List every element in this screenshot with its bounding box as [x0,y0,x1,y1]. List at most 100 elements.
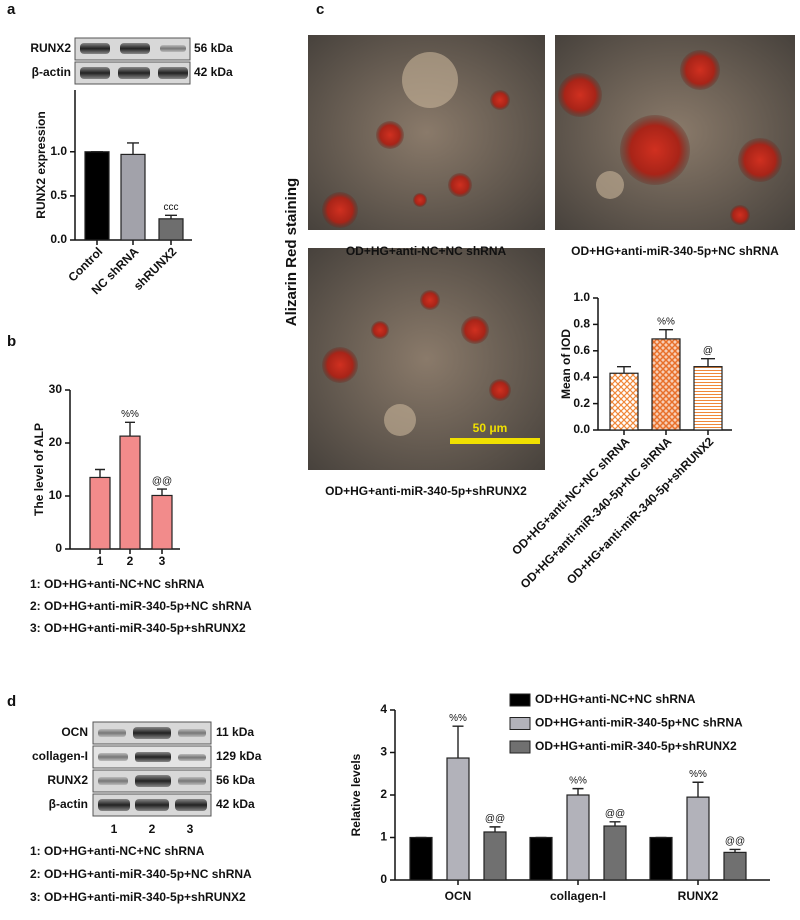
bar [84,151,110,241]
blot-a [74,37,191,85]
caption: OD+HG+anti-miR-340-5p+shRUNX2 [325,484,527,498]
y-tick-label: 0.0 [50,232,67,246]
error-bar [701,358,715,367]
blot-size: 56 kDa [216,773,255,787]
bar [409,836,433,881]
error-bar [157,488,167,496]
legend-text: OD+HG+anti-miR-340-5p+NC shRNA [535,716,743,730]
error-bar [165,214,177,219]
annotation: ccc [164,202,179,213]
side-label: Alizarin Red staining [283,178,300,326]
y-tick-label: 0 [380,872,387,886]
blot-d [92,721,212,817]
panel-label: a [7,1,16,18]
y-tick-label: 30 [49,382,63,396]
blot-row-label: β-actin [32,65,71,79]
bar [120,153,146,241]
bar [609,372,639,431]
scale-bar [450,438,540,444]
legend-text: 1: OD+HG+anti-NC+NC shRNA [30,844,205,858]
y-tick-label: 0 [55,541,62,555]
bar [158,218,184,241]
y-tick-label: 10 [49,488,63,502]
x-tick-label: OCN [445,889,472,903]
lane-label: 1 [111,822,118,836]
micrograph [308,35,545,230]
bar [119,435,141,550]
y-tick-label: 0.0 [573,422,590,436]
bar [151,494,173,550]
x-tick-label: OD+HG+anti-miR-340-5p+shRUNX2 [564,434,717,587]
legend-text: OD+HG+anti-NC+NC shRNA [535,692,696,706]
y-tick-label: 1.0 [573,290,590,304]
bar [723,851,747,881]
x-tick-label: collagen-I [550,889,606,903]
error-bar [692,781,704,798]
y-tick-label: 0.8 [573,317,590,331]
x-tick-label: RUNX2 [678,889,719,903]
blot-size: 129 kDa [216,749,262,763]
annotation: @ [703,345,713,356]
y-tick-label: 1 [380,830,387,844]
panel-label: d [7,693,16,710]
legend-text: OD+HG+anti-miR-340-5p+shRUNX2 [535,739,737,753]
error-bar [617,365,631,374]
y-axis-title: Relative levels [349,753,363,836]
bar [483,831,507,881]
bar [529,836,553,881]
bar [446,757,470,881]
blot-size: 11 kDa [216,725,254,739]
micrograph [555,35,795,230]
legend-text: 2: OD+HG+anti-miR-340-5p+NC shRNA [30,867,252,881]
y-axis-title: RUNX2 expression [34,111,48,218]
annotation: @@ [725,836,745,847]
panel-label: b [7,333,16,350]
lane-label: 2 [149,822,156,836]
error-bar [489,826,501,832]
annotation: @@ [605,808,625,819]
y-tick-label: 1.0 [50,144,67,158]
annotation: @@ [485,814,505,825]
x-tick-label: 2 [127,554,134,568]
caption: OD+HG+anti-miR-340-5p+NC shRNA [571,244,779,258]
annotation: %% [121,409,139,420]
y-tick-label: 3 [380,745,387,759]
y-tick-label: 20 [49,435,63,449]
error-bar [95,468,105,478]
bar [566,794,590,881]
error-bar [125,421,135,437]
legend-text: 3: OD+HG+anti-miR-340-5p+shRUNX2 [30,621,246,635]
panel-label: c [316,1,324,18]
blot-size: 42 kDa [194,65,233,79]
error-bar [127,142,139,155]
x-tick-label: 3 [159,554,166,568]
annotation: @@ [152,476,172,487]
micrograph [308,248,545,470]
bar [693,366,723,431]
y-tick-label: 0.5 [50,188,67,202]
scale-label: 50 μm [473,421,508,435]
y-tick-label: 0.6 [573,343,590,357]
caption: OD+HG+anti-NC+NC shRNA [346,244,507,258]
error-bar [729,848,741,853]
blot-row-label: OCN [61,725,88,739]
y-tick-label: 2 [380,787,387,801]
bar [686,796,710,881]
legend-swatch [509,740,531,754]
y-tick-label: 4 [380,702,387,716]
blot-row-label: RUNX2 [47,773,88,787]
y-tick-label: 0.2 [573,396,590,410]
legend-text: 2: OD+HG+anti-miR-340-5p+NC shRNA [30,599,252,613]
blot-size: 42 kDa [216,797,255,811]
blot-row-label: collagen-I [32,749,88,763]
y-tick-label: 0.4 [573,369,590,383]
error-bar [452,725,464,759]
legend-swatch [509,693,531,707]
bar [89,476,111,550]
y-axis-title: The level of ALP [32,423,46,516]
lane-label: 3 [187,822,194,836]
bar [651,338,681,431]
y-axis-title: Mean of IOD [559,329,573,399]
annotation: %% [657,316,675,327]
